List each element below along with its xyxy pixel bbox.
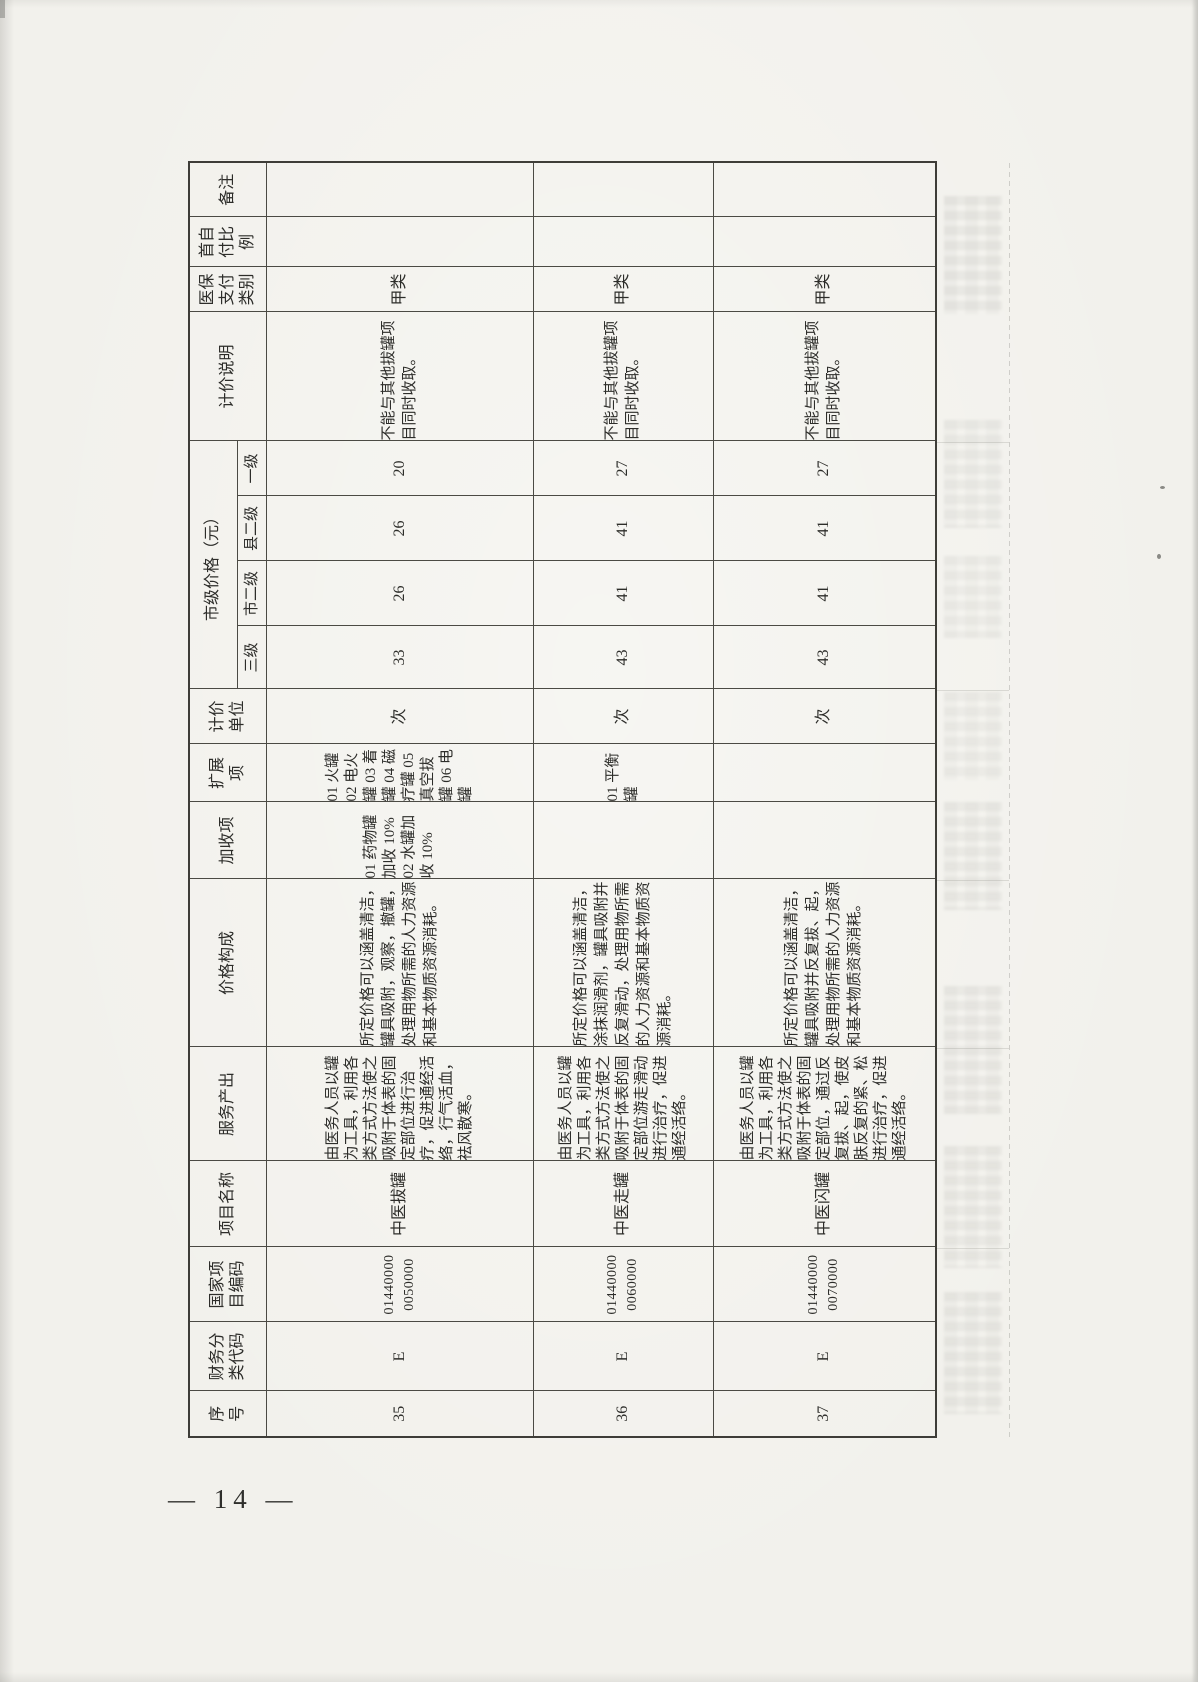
cell-seq: 36 [533, 1391, 713, 1437]
col-header-finance-code: 财务分 类代码 [189, 1322, 266, 1391]
medical-service-price-table: 序 号 财务分 类代码 国家项 目编码 项目名称 服务产出 价格构成 加收项 扩… [188, 160, 937, 1438]
cell-item-name: 中医拔罐 [266, 1161, 533, 1247]
col-header-national-code: 国家项 目编码 [189, 1247, 266, 1322]
cell-tier1: 27 [533, 440, 713, 496]
cell-insurance-category: 甲类 [713, 266, 936, 312]
cell-surcharge: 01 药物罐加收 10% 02 水罐加收 10% [266, 802, 533, 879]
cell-seq: 35 [266, 1391, 533, 1437]
cell-pricing-note: 不能与其他拔罐项目同时收取。 [713, 311, 936, 441]
bleed-horizontal-line [935, 1248, 1009, 1249]
cell-service-output: 由医务人员以罐为工具，利用各类方式方法使之吸附于体表的固定部位，通过反复拔、起，… [713, 1047, 936, 1161]
col-header-self-pay-ratio: 首自 付比 例 [189, 216, 266, 267]
table-row-36: 36 E 01440000 0060000 中医走罐 由医务人员以罐为工具，利用… [533, 161, 713, 1437]
cell-item-name: 中医走罐 [533, 1161, 713, 1247]
cell-finance-code: E [713, 1322, 936, 1391]
bleed-horizontal-line [935, 1048, 1009, 1049]
cell-item-name: 中医闪罐 [713, 1161, 936, 1247]
bleed-horizontal-line [935, 442, 1009, 443]
col-header-pricing-note: 计价说明 [189, 311, 266, 441]
bleed-smudge [944, 1146, 1002, 1268]
bleed-smudge [944, 692, 1002, 780]
bleed-smudge [944, 986, 1002, 1114]
cell-tier1: 27 [713, 440, 936, 496]
col-header-extension: 扩展 项 [189, 744, 266, 802]
col-header-tier1: 一级 [237, 440, 266, 496]
page-number: — 14 — [168, 1484, 299, 1514]
cell-insurance-category: 甲类 [266, 266, 533, 312]
col-header-surcharge: 加收项 [189, 802, 266, 879]
cell-extension: 01 平衡罐 [533, 744, 713, 802]
cell-tier3: 43 [713, 626, 936, 689]
cell-tier3: 43 [533, 626, 713, 689]
cell-tier3: 33 [266, 626, 533, 689]
cell-national-code: 01440000 0050000 [266, 1247, 533, 1322]
cell-surcharge [713, 802, 936, 879]
col-header-city2: 市二级 [237, 561, 266, 626]
cell-finance-code: E [266, 1322, 533, 1391]
bleed-smudge [944, 556, 1002, 638]
cell-price-composition: 所定价格可以涵盖清洁，罐具吸附，观察，撤罐，处理用物所需的人力资源和基本物质资源… [266, 879, 533, 1047]
cell-county2: 41 [533, 496, 713, 561]
cell-county2: 26 [266, 496, 533, 561]
bleed-smudge [944, 196, 1002, 314]
cell-remark [713, 161, 936, 217]
col-header-unit: 计价 单位 [189, 689, 266, 744]
col-header-seq: 序 号 [189, 1391, 266, 1437]
scan-corner-artifact [0, 0, 5, 18]
col-header-service-output: 服务产出 [189, 1047, 266, 1161]
bleed-smudge [944, 420, 1002, 528]
cell-service-output: 由医务人员以罐为工具，利用各类方式方法使之吸附于体表的固定部位游走滑动进行治疗，… [533, 1047, 713, 1161]
cell-finance-code: E [533, 1322, 713, 1391]
col-header-item-name: 项目名称 [189, 1161, 266, 1247]
cell-surcharge [533, 802, 713, 879]
col-header-tier3: 三级 [237, 626, 266, 689]
cell-pricing-note: 不能与其他拔罐项目同时收取。 [533, 311, 713, 441]
cell-city2: 41 [713, 561, 936, 626]
cell-county2: 41 [713, 496, 936, 561]
table-row-35: 35 E 01440000 0050000 中医拔罐 由医务人员以罐为工具，利用… [266, 161, 533, 1437]
cell-national-code: 01440000 0070000 [713, 1247, 936, 1322]
cell-remark [266, 161, 533, 217]
bleed-vertical-line [1009, 163, 1010, 1438]
cell-price-composition: 所定价格可以涵盖清洁，罐具吸附并反复拔、起，处理用物所需的人力资源和基本物质资源… [713, 879, 936, 1047]
cell-seq: 37 [713, 1391, 936, 1437]
rotated-table-container: 序 号 财务分 类代码 国家项 目编码 项目名称 服务产出 价格构成 加收项 扩… [188, 160, 937, 1438]
cell-self-pay-ratio [713, 216, 936, 267]
cell-extension: 01 火罐 02 电火罐 03 着罐 04 磁疗罐 05 真空拔罐 06 电罐 [266, 744, 533, 802]
cell-pricing-note: 不能与其他拔罐项目同时收取。 [266, 311, 533, 441]
cell-city2: 41 [533, 561, 713, 626]
cell-city2: 26 [266, 561, 533, 626]
cell-self-pay-ratio [533, 216, 713, 267]
bleed-horizontal-line [935, 880, 1009, 881]
col-header-insurance-category: 医保 支付 类别 [189, 266, 266, 312]
cell-extension [713, 744, 936, 802]
cell-national-code: 01440000 0060000 [533, 1247, 713, 1322]
header-row-1: 序 号 财务分 类代码 国家项 目编码 项目名称 服务产出 价格构成 加收项 扩… [189, 161, 266, 1437]
scan-right-edge [1192, 0, 1198, 1682]
bleed-smudge [944, 802, 1002, 910]
cell-unit: 次 [266, 689, 533, 744]
col-header-price-group: 市级价格（元） [189, 440, 237, 689]
bleed-horizontal-line [935, 690, 1009, 691]
col-header-price-composition: 价格构成 [189, 879, 266, 1047]
col-header-county2: 县二级 [237, 496, 266, 561]
cell-remark [533, 161, 713, 217]
bleed-smudge [944, 1292, 1002, 1414]
cell-tier1: 20 [266, 440, 533, 496]
cell-price-composition: 所定价格可以涵盖清洁，涂抹润滑剂，罐具吸附并反复滑动，处理用物所需的人力资源和基… [533, 879, 713, 1047]
cell-unit: 次 [713, 689, 936, 744]
scan-speck [1157, 554, 1161, 559]
table-row-37: 37 E 01440000 0070000 中医闪罐 由医务人员以罐为工具，利用… [713, 161, 936, 1437]
cell-unit: 次 [533, 689, 713, 744]
cell-self-pay-ratio [266, 216, 533, 267]
col-header-remark: 备注 [189, 161, 266, 217]
cell-insurance-category: 甲类 [533, 266, 713, 312]
cell-service-output: 由医务人员以罐为工具，利用各类方式方法使之吸附于体表的固定部位进行治疗，促进通经… [266, 1047, 533, 1161]
scan-speck [1160, 486, 1165, 489]
